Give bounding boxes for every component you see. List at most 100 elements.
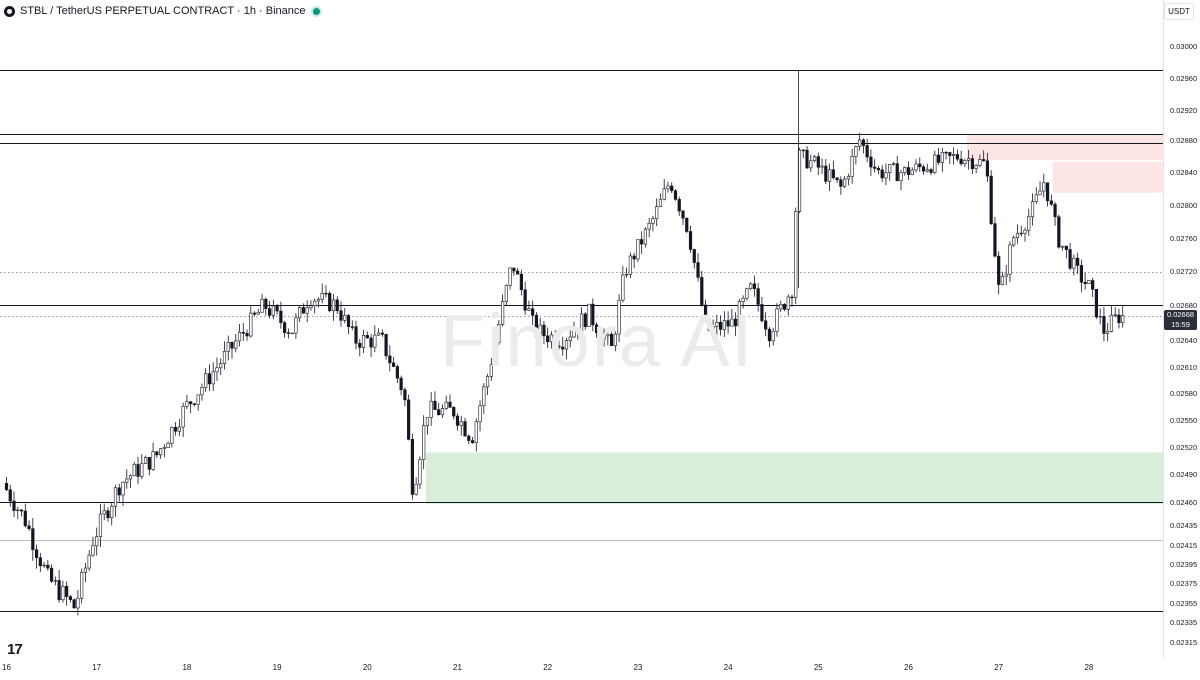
candle-body-up [151,451,155,470]
candle [324,285,328,298]
y-tick-label: 0.02720 [1170,267,1197,276]
candle-body-down [696,262,700,278]
candle-body-down [65,585,69,597]
candle [752,275,757,297]
candle [925,163,929,173]
candle [756,283,760,312]
candle-body-down [147,457,151,470]
candle-body-down [583,313,587,327]
candle-body-down [437,409,441,416]
candle-body-down [463,421,467,437]
candle-body-up [741,297,745,302]
candle [688,225,693,253]
candle [782,303,787,312]
candle [151,442,155,471]
candle [670,182,674,194]
candle [891,161,896,166]
candle [771,328,775,346]
candle-body-down [1117,314,1121,324]
candle-body-down [1079,265,1083,283]
candle-body-up [478,405,482,423]
candle-body-up [658,198,663,207]
candle [824,159,828,185]
candle-body-down [790,296,794,299]
candle-body-up [444,401,448,409]
candle-body-down [970,158,974,169]
candle-body-down [782,304,787,310]
candle [703,299,708,322]
candle [1000,271,1005,286]
candle-body-down [358,342,362,348]
candle [49,564,54,583]
candle-body-down [230,341,234,349]
candle [538,317,542,347]
candle-body-down [4,483,9,491]
candle [1019,225,1023,237]
candle [903,166,907,176]
candle-body-up [376,332,381,336]
candle-body-up [121,481,125,496]
candle-body-up [504,285,508,302]
candle [23,503,27,528]
candle [873,159,877,173]
candle [110,501,114,526]
candle [204,368,208,392]
candle [316,297,321,308]
candle [230,341,234,359]
candle [764,312,768,337]
candle-body-up [1060,245,1065,248]
candle [328,291,332,313]
tradingview-logo-icon[interactable]: 17 [7,641,23,658]
candle-body-up [914,163,918,171]
candle [234,334,238,353]
candle [959,150,963,166]
candle-body-up [485,376,490,388]
candle-body-down [591,303,595,326]
candle-body-up [1027,216,1031,231]
candle [576,330,580,340]
candle [215,357,219,382]
candle [384,333,388,360]
candle-body-up [482,386,486,407]
candle [985,152,990,183]
candle [933,150,937,175]
x-tick-label: 25 [814,663,823,672]
candle-body-up [651,218,655,224]
y-tick-label: 0.02415 [1170,541,1197,550]
candle-body-up [422,425,426,460]
candle-body-down [609,333,614,347]
candle [395,364,399,384]
candle [516,267,520,275]
candle-body-down [557,345,561,348]
candle-body-up [508,267,512,286]
candle-body-up [978,159,982,166]
currency-button[interactable]: USDT [1164,3,1194,20]
candle [598,327,602,340]
candle-body-down [350,326,354,328]
candle-body-up [1004,273,1008,277]
candle-body-down [1083,281,1087,284]
candle-body-up [933,154,937,173]
candle [692,248,696,269]
candle [313,298,317,314]
symbol-title[interactable]: STBL / TetherUS PERPETUAL CONTRACT · 1h … [20,5,306,17]
candle-body-down [8,489,12,502]
candle [226,335,230,361]
candle-body-up [771,330,775,342]
candle-body-up [125,478,129,483]
candle [918,157,922,173]
candle [106,507,110,522]
candle [1121,306,1125,328]
candle [98,503,103,547]
candle-body-up [636,239,640,260]
candle-body-down [57,580,61,601]
candle-body-down [49,567,54,582]
candle-body-up [143,457,148,464]
candle [970,154,974,174]
chart-header: STBL / TetherUS PERPETUAL CONTRACT · 1h … [4,3,321,19]
candle-body-down [1057,216,1061,248]
candle-body-down [155,451,159,456]
candle [290,332,294,335]
